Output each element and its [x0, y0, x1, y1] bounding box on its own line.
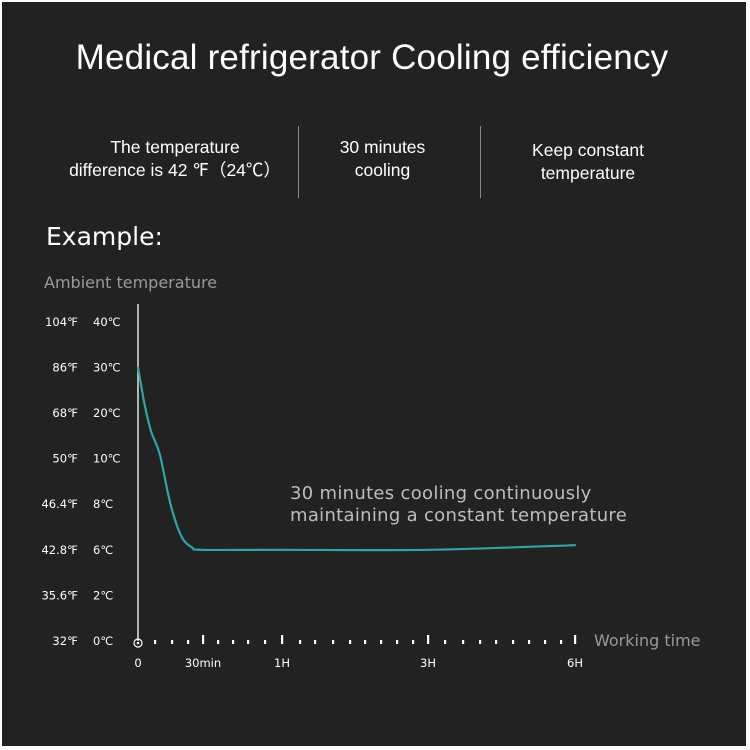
- feature-constant-temperature: Keep constant temperature: [482, 139, 694, 185]
- x-minor-tick: [187, 640, 190, 644]
- x-minor-tick: [479, 640, 482, 644]
- x-minor-tick: [528, 640, 531, 644]
- origin-marker-dot: [136, 641, 140, 645]
- x-minor-tick: [217, 640, 220, 644]
- y-tick-label-f: 35.6℉: [41, 588, 78, 602]
- y-tick-label-c: 2℃: [93, 588, 113, 602]
- page-title: Medical refrigerator Cooling efficiency: [75, 38, 669, 77]
- y-tick-label-f: 32℉: [52, 634, 78, 648]
- y-tick-label-f: 46.4℉: [41, 497, 78, 511]
- y-tick-label-c: 40℃: [93, 315, 121, 329]
- y-tick-label-f: 50℉: [52, 452, 78, 466]
- x-minor-tick: [299, 640, 302, 644]
- y-tick-label-f: 42.8℉: [41, 543, 78, 557]
- temperature-curve: [136, 366, 577, 552]
- y-tick-label-f: 68℉: [52, 406, 78, 420]
- x-minor-tick: [560, 640, 563, 644]
- x-minor-tick: [332, 640, 335, 644]
- x-minor-tick: [396, 640, 399, 644]
- x-minor-tick: [364, 640, 367, 644]
- x-major-tick: [281, 635, 284, 644]
- feature-cooling-time: 30 minutes cooling: [300, 136, 465, 182]
- x-major-tick: [574, 635, 577, 644]
- y-tick-label-c: 0℃: [93, 634, 113, 648]
- x-minor-tick: [462, 640, 465, 644]
- y-tick-label-c: 20℃: [93, 406, 121, 420]
- x-minor-tick: [512, 640, 515, 644]
- x-major-tick: [427, 635, 430, 644]
- example-label: Example:: [46, 222, 163, 251]
- feature-line: The temperature: [110, 137, 240, 157]
- feature-line: difference is 42 ℉（24℃）: [69, 160, 281, 180]
- y-axis-title: Ambient temperature: [44, 273, 218, 292]
- feature-line: temperature: [540, 163, 636, 183]
- chart-annotation: 30 minutes cooling continuously maintain…: [290, 483, 627, 527]
- x-axis-title: Working time: [594, 631, 701, 650]
- x-tick-label: 1H: [274, 656, 290, 670]
- x-major-tick: [202, 635, 205, 644]
- x-tick-label: 30min: [185, 656, 221, 670]
- x-minor-tick: [314, 640, 317, 644]
- x-minor-tick: [495, 640, 498, 644]
- x-minor-tick: [154, 640, 157, 644]
- y-tick-label-c: 10℃: [93, 452, 121, 466]
- x-minor-tick: [544, 640, 547, 644]
- y-tick-label-f: 104℉: [45, 315, 78, 329]
- x-minor-tick: [232, 640, 235, 644]
- feature-divider: [480, 126, 481, 198]
- annotation-line: 30 minutes cooling continuously: [290, 483, 592, 504]
- feature-temperature-difference: The temperature difference is 42 ℉（24℃）: [40, 136, 310, 182]
- y-tick-label-c: 8℃: [93, 497, 113, 511]
- x-tick-label: 3H: [420, 656, 436, 670]
- x-minor-tick: [171, 640, 174, 644]
- y-tick-label-f: 86℉: [52, 360, 78, 374]
- x-minor-tick: [247, 640, 250, 644]
- x-minor-tick: [349, 640, 352, 644]
- feature-line: Keep constant: [532, 140, 644, 160]
- y-tick-label-c: 30℃: [93, 360, 121, 374]
- y-tick-label-c: 6℃: [93, 543, 113, 557]
- feature-line: 30 minutes: [339, 137, 426, 157]
- x-minor-tick: [380, 640, 383, 644]
- x-tick-label: 0: [134, 656, 141, 670]
- feature-line: cooling: [354, 160, 411, 180]
- x-minor-tick: [444, 640, 447, 644]
- x-minor-tick: [412, 640, 415, 644]
- origin-marker: [133, 638, 143, 648]
- feature-divider: [298, 126, 299, 198]
- x-tick-label: 6H: [567, 656, 583, 670]
- x-minor-tick: [264, 640, 267, 644]
- annotation-line: maintaining a constant temperature: [290, 505, 628, 526]
